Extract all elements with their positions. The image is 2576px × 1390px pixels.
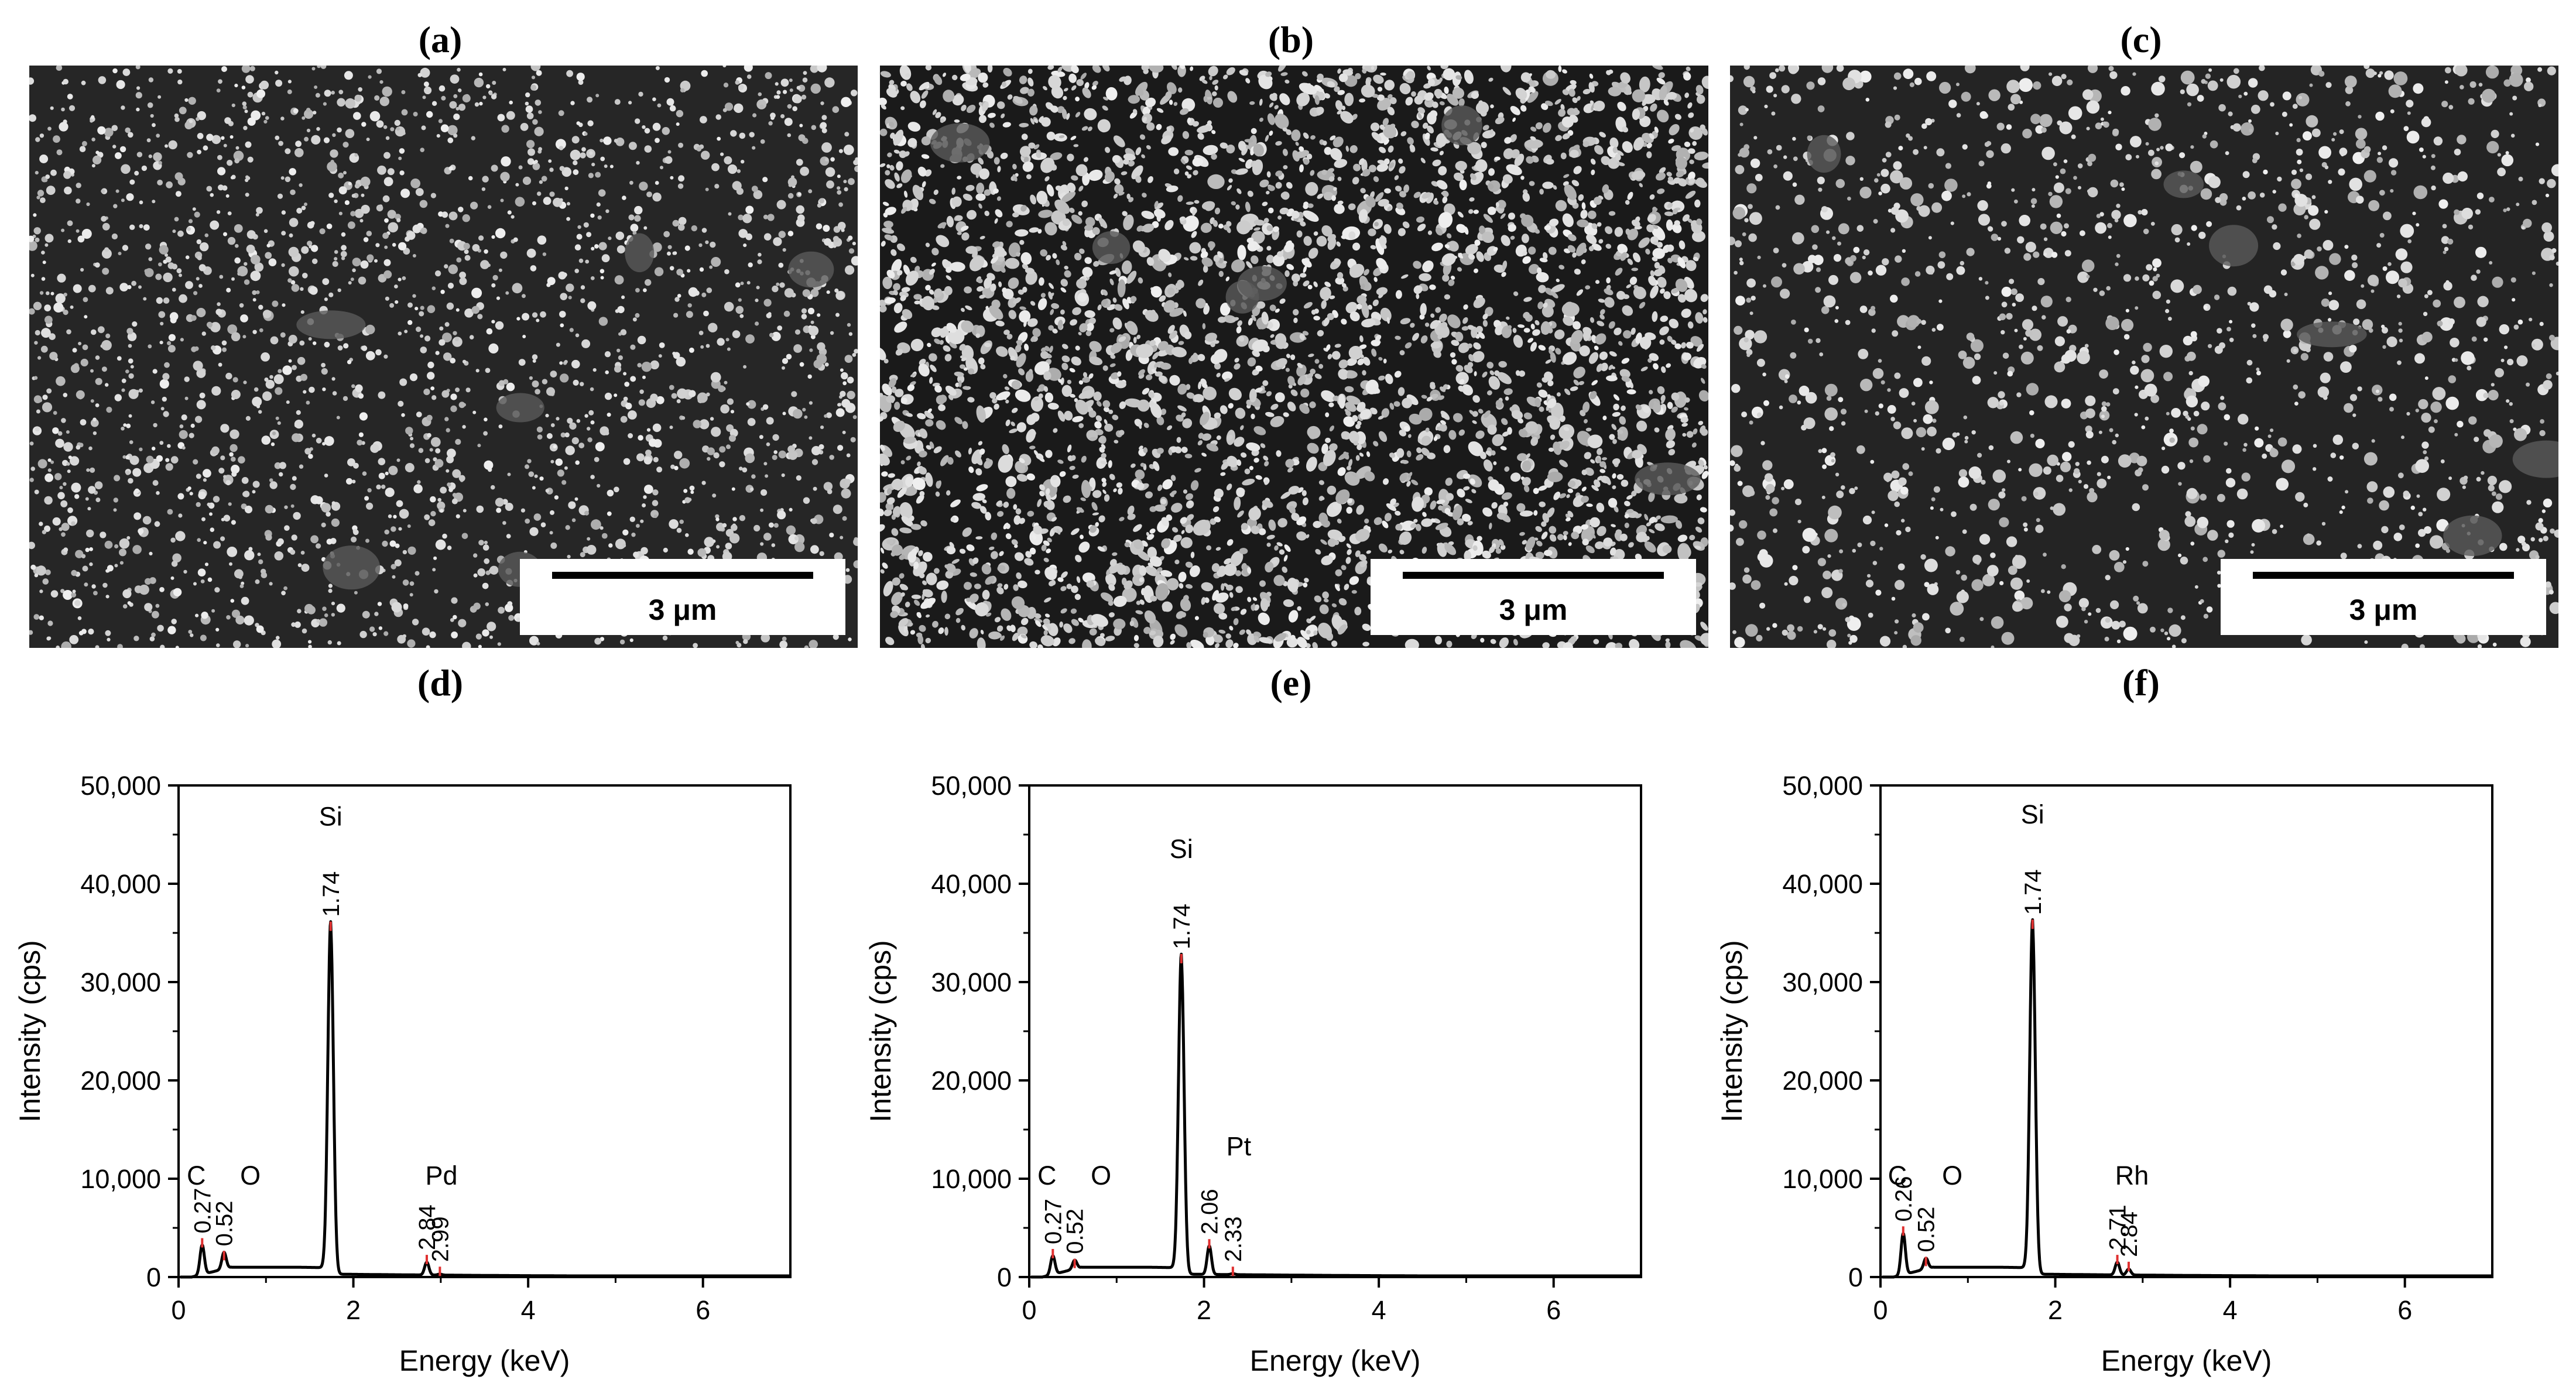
spectrum-line-e: [1030, 952, 1642, 1279]
sem-particle-field-b: [880, 66, 1708, 648]
y-tick-label-f-3: 30,000: [1782, 967, 1863, 997]
x-tick-label-d-0: 0: [171, 1295, 186, 1325]
x-axis-label-e: Energy (keV): [1250, 1344, 1421, 1377]
peak-value-label-d-1: 0.52: [212, 1201, 238, 1247]
scale-bar-box-c: 3 μm: [2221, 559, 2546, 635]
y-tick-label-e-0: 0: [997, 1262, 1012, 1292]
scale-bar-a: [552, 572, 813, 579]
peak-value-label-d-2: 1.74: [318, 871, 344, 917]
y-tick-label-e-1: 10,000: [931, 1164, 1012, 1194]
x-tick-label-f-2: 4: [2223, 1295, 2238, 1325]
element-label-e-1: O: [1091, 1161, 1111, 1190]
element-label-e-3: Pt: [1227, 1131, 1252, 1161]
peak-value-label-d-0: 0.27: [190, 1188, 215, 1234]
x-tick-label-e-2: 4: [1372, 1295, 1386, 1325]
y-tick-label-d-3: 30,000: [80, 967, 161, 997]
x-tick-label-f-1: 2: [2048, 1295, 2063, 1325]
y-axis-label-d: Intensity (cps): [13, 940, 46, 1122]
y-tick-label-d-1: 10,000: [80, 1164, 161, 1194]
y-tick-label-e-2: 20,000: [931, 1066, 1012, 1096]
peak-value-label-f-3: 2.71: [2105, 1204, 2131, 1250]
element-label-e-0: C: [1037, 1161, 1057, 1190]
panel-label-a: (a): [418, 19, 463, 60]
y-tick-label-e-5: 50,000: [931, 771, 1012, 801]
sem-image-c: 3 μm: [1730, 66, 2558, 648]
panel-label-d: (d): [417, 662, 464, 703]
eds-chart-svg-e: 0 10,000 20,000 30,000 40,000 50,000 0 2 4 6 Energ…: [864, 771, 1642, 1377]
x-tick-label-e-3: 6: [1546, 1295, 1561, 1325]
x-axis-label-d: Energy (keV): [399, 1344, 570, 1377]
y-tick-label-f-1: 10,000: [1782, 1164, 1863, 1194]
panel-label-e: (e): [1270, 662, 1312, 703]
plot-frame-d: [177, 784, 792, 1278]
x-tick-label-f-3: 6: [2397, 1295, 2412, 1325]
spectrum-line-f: [1881, 918, 2493, 1279]
x-tick-label-d-2: 4: [521, 1295, 536, 1325]
sem-particles-c: [1730, 66, 2558, 648]
x-tick-label-d-3: 6: [696, 1295, 710, 1325]
element-label-f-3: Rh: [2115, 1161, 2149, 1190]
eds-chart-f: 0 10,000 20,000 30,000 40,000 50,000 0 2 4 6 Energ…: [1702, 737, 2557, 1390]
peak-value-label-e-0: 0.27: [1040, 1199, 1066, 1244]
peak-value-label-e-3: 2.06: [1197, 1189, 1223, 1234]
eds-chart-svg-d: 0 10,000 20,000 30,000 40,000 50,000 0 2 4 6 Energ…: [13, 771, 792, 1377]
eds-chart-svg-f: 0 10,000 20,000 30,000 40,000 50,000 0 2 4 6 Energ…: [1715, 771, 2493, 1377]
scale-bar-label-b: 3 μm: [1499, 593, 1568, 626]
y-tick-label-d-2: 20,000: [80, 1066, 161, 1096]
y-tick-label-d-0: 0: [146, 1262, 161, 1292]
plot-frame-f: [1879, 784, 2493, 1278]
element-label-f-1: O: [1942, 1161, 1962, 1190]
panel-label-f: (f): [2122, 662, 2160, 703]
y-tick-label-d-4: 40,000: [80, 869, 161, 899]
element-label-d-2: Si: [319, 802, 342, 832]
eds-chart-d: 0 10,000 20,000 30,000 40,000 50,000 0 2 4 6 Energ…: [0, 737, 855, 1390]
scale-bar-label-a: 3 μm: [648, 593, 717, 626]
scale-bar-box-a: 3 μm: [520, 559, 845, 635]
element-label-f-0: C: [1888, 1161, 1907, 1190]
y-tick-label-d-5: 50,000: [80, 771, 161, 801]
scale-bar-c: [2253, 572, 2514, 579]
y-axis-label-e: Intensity (cps): [864, 940, 897, 1122]
element-label-f-2: Si: [2021, 799, 2044, 829]
peak-value-label-d-3: 2.84: [415, 1204, 440, 1250]
scale-bar-box-b: 3 μm: [1371, 559, 1696, 635]
scale-bar-label-c: 3 μm: [2349, 593, 2418, 626]
y-tick-label-f-0: 0: [1848, 1262, 1863, 1292]
element-label-d-0: C: [187, 1161, 206, 1190]
x-tick-label-f-0: 0: [1873, 1295, 1888, 1325]
element-label-e-2: Si: [1170, 834, 1193, 864]
x-axis-label-f: Energy (keV): [2101, 1344, 2272, 1377]
peak-value-label-f-2: 1.74: [2020, 869, 2046, 915]
peak-value-label-f-4: 2.84: [2116, 1211, 2142, 1257]
eds-chart-e: 0 10,000 20,000 30,000 40,000 50,000 0 2 4 6 Energ…: [851, 737, 1705, 1390]
peak-value-label-e-1: 0.52: [1063, 1209, 1088, 1254]
panel-label-c: (c): [2120, 19, 2162, 60]
peak-value-label-f-1: 0.52: [1914, 1207, 1940, 1252]
sem-image-b: 3 μm: [880, 66, 1708, 648]
peak-value-label-e-4: 2.33: [1221, 1216, 1246, 1262]
y-tick-label-e-3: 30,000: [931, 967, 1012, 997]
scale-bar-b: [1403, 572, 1664, 579]
sem-particles-b: [880, 66, 1708, 648]
plot-frame-e: [1028, 784, 1642, 1278]
peak-value-label-f-0: 0.26: [1891, 1176, 1917, 1222]
element-label-d-3: Pd: [425, 1161, 457, 1190]
spectrum-line-d: [179, 920, 792, 1279]
y-tick-label-f-4: 40,000: [1782, 869, 1863, 899]
sem-particle-field-c: [1730, 66, 2558, 648]
x-tick-label-d-1: 2: [346, 1295, 361, 1325]
peak-value-label-e-2: 1.74: [1169, 904, 1195, 949]
y-tick-label-f-5: 50,000: [1782, 771, 1863, 801]
sem-image-a: 3 μm: [29, 66, 858, 648]
sem-particles-a: [29, 66, 858, 648]
y-axis-label-f: Intensity (cps): [1715, 940, 1748, 1122]
panel-label-b: (b): [1268, 19, 1314, 60]
x-tick-label-e-0: 0: [1022, 1295, 1036, 1325]
element-label-d-1: O: [240, 1161, 261, 1190]
y-tick-label-e-4: 40,000: [931, 869, 1012, 899]
peak-value-label-d-4: 2.99: [427, 1216, 453, 1262]
y-tick-label-f-2: 20,000: [1782, 1066, 1863, 1096]
x-tick-label-e-1: 2: [1197, 1295, 1211, 1325]
